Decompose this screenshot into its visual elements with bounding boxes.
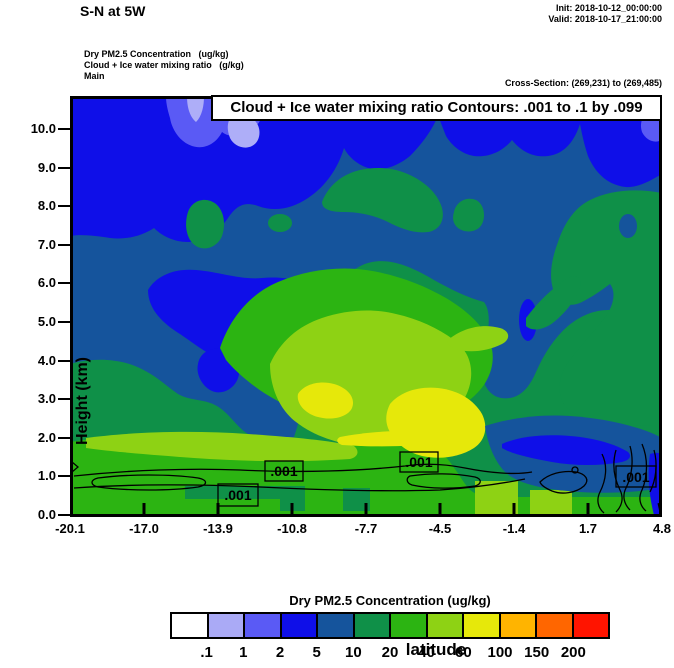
fill-darkgreen-ridge [526, 275, 581, 330]
colorbar-cell [535, 612, 574, 639]
fill-darkgreen-blob-d [453, 198, 484, 232]
fill-blue-pocket-band [502, 435, 630, 465]
colorbar-cell [389, 612, 428, 639]
contour-banner: Cloud + Ice water mixing ratio Contours:… [211, 95, 662, 121]
colorbar-cell [425, 612, 464, 639]
fill-darkgreen-stripe1 [185, 486, 305, 511]
y-tick-label: 5.0 [37, 314, 56, 329]
fill-steel-notch [619, 214, 637, 238]
fill-darkgreen-blob-a [186, 199, 224, 249]
y-tick-mark [58, 128, 70, 130]
colorbar-tick-label: 1 [239, 644, 248, 661]
colorbar: Dry PM2.5 Concentration (ug/kg) .1 1 2 5 10 2… [170, 593, 610, 668]
colorbar-tick-label: 100 [487, 644, 513, 661]
x-tick-label: 4.8 [652, 521, 672, 536]
page-title: S-N at 5W [80, 3, 146, 19]
fill-litegreen-arm [447, 326, 509, 352]
colorbar-tick-label: 5 [312, 644, 321, 661]
y-tick-mark [58, 166, 70, 169]
x-tick-label: -4.5 [428, 521, 452, 536]
x-tick-label: -10.8 [277, 521, 307, 536]
y-tick-label: 4.0 [37, 352, 56, 368]
colorbar-cell [279, 612, 318, 639]
y-tick-label: 2.0 [37, 429, 56, 445]
colorbar-cell [352, 612, 391, 639]
x-axis-title: latitude [405, 640, 467, 659]
y-tick-label: 10.0 [30, 121, 56, 136]
colorbar-title: Dry PM2.5 Concentration (ug/kg) [289, 593, 491, 608]
colorbar-tick-label: 200 [560, 644, 586, 661]
y-tick-label: 6.0 [37, 275, 56, 291]
y-tick-label: 1.0 [37, 468, 56, 484]
x-tick-label: -7.7 [354, 521, 378, 536]
y-tick-label: 9.0 [37, 159, 56, 175]
y-tick-mark [58, 398, 70, 401]
contour-label-2: .001 [405, 454, 432, 470]
y-tick-mark [58, 243, 70, 246]
colorbar-cells [170, 612, 610, 639]
field-line-3: Main [84, 71, 105, 81]
colorbar-cell [462, 612, 501, 639]
contour-label-3: .001 [224, 487, 251, 503]
x-tick-label: -1.4 [502, 521, 526, 536]
cloud-contour-lines [71, 443, 657, 514]
fill-litegreen-stripe2 [530, 490, 572, 517]
y-tick-mark [58, 205, 70, 208]
fill-yellow-blob1 [297, 382, 354, 419]
cross-section-coords: Cross-Section: (269,231) to (269,485) [504, 78, 662, 88]
x-tick-label: 1.7 [578, 521, 598, 536]
fill-yellow-streak [337, 430, 448, 447]
colorbar-cell [206, 612, 245, 639]
y-tick-mark [58, 436, 70, 439]
y-axis-title: Height (km) [74, 357, 91, 445]
colorbar-cell [243, 612, 282, 639]
valid-time: Valid: 2018-10-17_21:00:00 [548, 14, 662, 24]
colorbar-tick-label: 150 [524, 644, 550, 661]
contour-label-boxes: .001 .001 .001 .001 [217, 451, 657, 507]
cross-section-plot: Cloud + Ice water mixing ratio Contours:… [31, 95, 671, 659]
y-tick-label: 3.0 [37, 391, 56, 407]
contour-label-4: .001 [622, 469, 649, 485]
colorbar-cell [170, 612, 209, 639]
fill-darkgreen-right-mass [551, 190, 662, 426]
colorbar-tick-label: 40 [418, 644, 435, 661]
y-tick-label: 0.0 [37, 507, 56, 522]
colorbar-tick-label: 2 [275, 644, 285, 661]
filled-contour-canvas: .001 .001 .001 .001 [70, 96, 664, 518]
colorbar-tick-label: 20 [381, 644, 399, 661]
x-tick-label: -20.1 [55, 521, 85, 536]
init-time: Init: 2018-10-12_00:00:00 [555, 3, 662, 13]
contour-label-1: .001 [270, 463, 297, 479]
y-tick-mark [58, 359, 70, 362]
colorbar-cell [571, 612, 610, 639]
x-tick-label: -13.9 [203, 521, 233, 536]
colorbar-cell [316, 612, 355, 639]
y-tick-label: 8.0 [37, 198, 56, 214]
fill-blue-corner-column [648, 452, 662, 515]
y-tick-mark [58, 321, 70, 323]
y-tick-mark [58, 514, 70, 516]
y-tick-label: 7.0 [37, 236, 56, 252]
fill-lavender-1 [187, 96, 204, 122]
fill-darkgreen-stripe2 [343, 488, 370, 511]
fill-litegreen-band [86, 431, 358, 462]
fill-litegreen-stripe1 [475, 481, 518, 517]
fill-darkgreen-streak [322, 168, 443, 233]
colorbar-tick-label: 60 [454, 644, 472, 661]
x-tick-label: -17.0 [129, 521, 159, 536]
y-tick-mark [58, 282, 70, 285]
colorbar-tick-label: 10 [344, 644, 362, 661]
colorbar-tick-label: .1 [200, 644, 213, 661]
field-line-1: Dry PM2.5 Concentration (ug/kg) [84, 49, 229, 59]
field-line-2: Cloud + Ice water mixing ratio (g/kg) [84, 60, 244, 70]
y-tick-mark [58, 475, 70, 478]
colorbar-cell [498, 612, 537, 639]
fill-lavender-2 [227, 114, 260, 148]
fill-darkgreen-blob-b [268, 214, 292, 232]
